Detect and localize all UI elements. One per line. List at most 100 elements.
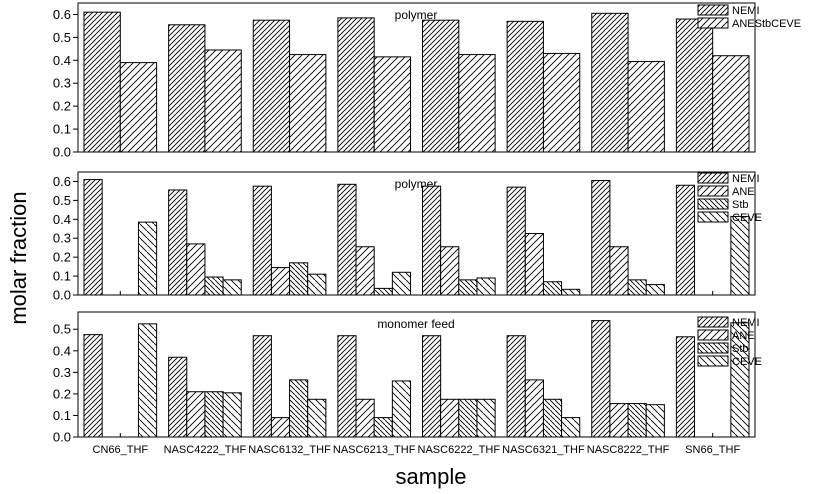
panel-3-ytick-label: 0.0 <box>53 430 71 445</box>
bar-nemi-nasc8222_thf <box>591 320 611 438</box>
bar-ane-nasc8222_thf <box>609 403 629 438</box>
panel-3-ytick-label: 0.3 <box>53 365 71 380</box>
bar-anestbceve-nasc6321_thf <box>542 52 581 153</box>
panel-1-ytick-label: 0.2 <box>53 99 71 114</box>
bar-nemi-nasc6321_thf <box>506 20 544 153</box>
bar-nemi-sn66_thf <box>675 184 696 296</box>
panel-2-ytick-label: 0.5 <box>53 193 71 208</box>
bar-ane-nasc6222_thf <box>440 246 460 296</box>
bar-stb-nasc4222_thf <box>204 276 224 296</box>
bar-nemi-nasc6132_thf <box>252 185 272 296</box>
legend-label-anestbceve: ANEStbCEVE <box>732 18 801 30</box>
bar-ane-nasc4222_thf <box>186 391 206 438</box>
bar-ane-nasc6132_thf <box>270 417 291 438</box>
legend-swatch-nemi <box>697 172 729 184</box>
panel-1-ytick-label: 0.3 <box>53 76 71 91</box>
bar-nemi-nasc6213_thf <box>337 183 357 296</box>
bar-nemi-nasc6222_thf <box>422 335 442 438</box>
bar-anestbceve-nasc6213_thf <box>373 56 411 153</box>
panel-1-frame <box>77 2 756 153</box>
legend-label-ane: ANE <box>732 330 755 342</box>
bar-stb-nasc6222_thf <box>458 279 478 296</box>
x-axis-label: sample <box>396 464 467 489</box>
legend-swatch-nemi <box>697 316 729 328</box>
bar-anestbceve-nasc6222_thf <box>458 54 496 153</box>
legend-swatch-ane <box>697 329 729 341</box>
bar-nemi-sn66_thf <box>675 18 714 153</box>
bar-nemi-nasc6213_thf <box>337 17 375 153</box>
bar-stb-nasc6213_thf <box>373 287 393 296</box>
panel-3-frame <box>77 311 756 438</box>
panel-3-title: monomer feed <box>377 317 454 331</box>
bar-ane-nasc6222_thf <box>440 398 460 438</box>
bar-nemi-nasc8222_thf <box>591 12 629 153</box>
bar-nemi-nasc4222_thf <box>168 189 188 296</box>
legend-swatch-anestbceve <box>697 17 729 29</box>
bar-ceve-sn66_thf <box>730 215 750 296</box>
bar-nemi-cn66_thf <box>83 11 121 153</box>
legend-label-ane: ANE <box>732 186 755 198</box>
bar-anestbceve-cn66_thf <box>119 62 158 153</box>
legend-swatch-nemi <box>697 4 729 16</box>
legend-label-stb: Stb <box>732 343 749 355</box>
bar-nemi-cn66_thf <box>83 179 103 296</box>
bar-ane-nasc6213_thf <box>355 398 375 438</box>
bar-nemi-nasc6222_thf <box>422 19 460 153</box>
bar-ceve-nasc4222_thf <box>222 392 242 438</box>
bar-nemi-nasc6132_thf <box>252 19 291 153</box>
legend-swatch-ceve <box>697 211 729 223</box>
panel-2-ytick-label: 0.4 <box>53 212 71 227</box>
bar-nemi-nasc6213_thf <box>337 335 357 438</box>
panel-2-ytick-label: 0.2 <box>53 250 71 265</box>
bar-stb-nasc8222_thf <box>627 403 647 438</box>
bar-ceve-nasc8222_thf <box>645 404 665 438</box>
x-category-label: NASC6213_THF <box>333 444 416 456</box>
bar-nemi-nasc6321_thf <box>506 186 526 296</box>
legend-swatch-ceve <box>697 355 729 367</box>
panel-2-ytick-label: 0.0 <box>53 288 71 303</box>
bar-ceve-cn66_thf <box>137 323 158 438</box>
bar-ceve-nasc6321_thf <box>561 288 581 296</box>
x-category-label: NASC6321_THF <box>502 444 585 456</box>
panel-1-ytick-label: 0.0 <box>53 145 71 160</box>
panel-3-ytick-label: 0.5 <box>53 322 71 337</box>
x-category-label: NASC6222_THF <box>418 444 501 456</box>
bar-stb-nasc6321_thf <box>542 398 563 438</box>
x-category-label: NASC4222_THF <box>164 444 247 456</box>
bar-ceve-nasc6222_thf <box>476 277 496 296</box>
bar-anestbceve-sn66_thf <box>712 55 750 153</box>
panel-1-title: polymer <box>395 8 438 22</box>
bar-ceve-nasc8222_thf <box>645 284 665 296</box>
legend-swatch-stb <box>697 342 729 354</box>
bar-nemi-nasc4222_thf <box>168 24 206 153</box>
bar-stb-nasc6321_thf <box>542 281 563 296</box>
bar-nemi-sn66_thf <box>675 336 696 438</box>
bar-stb-nasc6132_thf <box>289 262 309 296</box>
bar-anestbceve-nasc6132_thf <box>289 54 327 153</box>
panel-2-ytick-label: 0.6 <box>53 174 71 189</box>
bar-ane-nasc6213_thf <box>355 246 375 296</box>
x-category-label: NASC6132_THF <box>248 444 331 456</box>
panel-3-ytick-label: 0.4 <box>53 343 71 358</box>
panel-3-ytick-label: 0.2 <box>53 386 71 401</box>
bar-ceve-nasc6132_thf <box>307 273 327 296</box>
bar-stb-nasc8222_thf <box>627 279 647 296</box>
bar-ceve-nasc6213_thf <box>391 380 411 438</box>
bar-ane-nasc4222_thf <box>186 243 206 296</box>
bar-ceve-nasc6213_thf <box>391 271 411 296</box>
bar-ceve-nasc6321_thf <box>561 417 581 438</box>
panel-1-ytick-label: 0.4 <box>53 53 71 68</box>
bar-nemi-nasc4222_thf <box>168 356 188 438</box>
legend-swatch-ane <box>697 185 729 197</box>
bar-ane-nasc6321_thf <box>524 233 544 296</box>
bar-stb-nasc4222_thf <box>204 391 224 438</box>
panel-1-ytick-label: 0.1 <box>53 122 71 137</box>
x-category-label: CN66_THF <box>93 444 149 456</box>
bar-stb-nasc6132_thf <box>289 379 309 438</box>
bar-nemi-nasc8222_thf <box>591 180 611 296</box>
legend-swatch-stb <box>697 198 729 210</box>
panel-1-ytick-label: 0.6 <box>53 7 71 22</box>
legend-label-nemi: NEMI <box>732 173 760 185</box>
legend-label-nemi: NEMI <box>732 5 760 17</box>
